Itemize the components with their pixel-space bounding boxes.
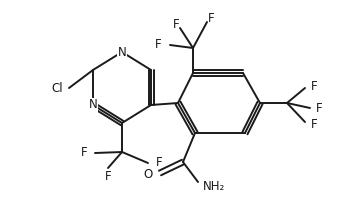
Text: F: F [316,101,323,114]
Text: N: N [117,45,126,58]
Text: F: F [156,157,163,169]
Text: F: F [105,169,111,182]
Text: F: F [311,118,318,130]
Text: Cl: Cl [51,81,63,95]
Text: F: F [80,147,87,159]
Text: O: O [144,169,153,182]
Text: F: F [311,80,318,93]
Text: F: F [208,12,214,25]
Text: F: F [155,39,162,52]
Text: N: N [89,99,98,112]
Text: NH₂: NH₂ [203,180,225,194]
Text: F: F [173,19,179,31]
